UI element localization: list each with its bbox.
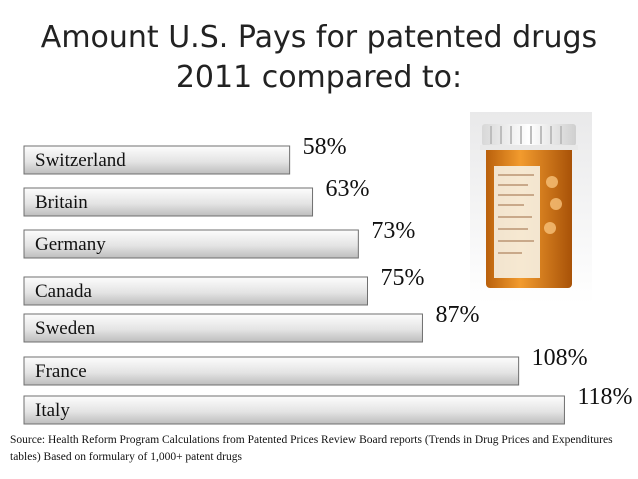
category-label: Canada [35,281,93,302]
value-label: 73% [371,218,415,244]
value-label: 75% [381,265,425,291]
bar-sweden [23,313,423,343]
category-label: France [35,361,87,382]
source-note: Source: Health Reform Program Calculatio… [10,434,613,463]
category-label: Germany [35,234,106,255]
category-label: Switzerland [35,150,126,171]
bars-group: Switzerland 58% Britain 63% Germany 73% Canada… [23,134,633,425]
value-label: 63% [326,176,370,202]
chart-title: Amount U.S. Pays for patented drugs 2011… [0,18,638,98]
value-label: 118% [577,384,632,410]
title-line-1: Amount U.S. Pays for patented drugs [40,20,598,55]
bar-germany [23,229,359,259]
bar-italy [23,395,565,425]
value-label: 87% [435,302,479,328]
bar-canada [23,276,368,306]
category-label: Sweden [35,318,96,339]
title-line-2: 2011 compared to: [175,60,463,95]
category-label: Britain [35,192,88,213]
value-label: 58% [303,134,347,160]
bar-france [23,356,520,386]
pill-bottle-icon [470,112,592,304]
value-label: 108% [532,345,588,371]
category-label: Italy [35,400,70,421]
bar-britain [23,187,314,217]
bar-switzerland [23,145,291,175]
